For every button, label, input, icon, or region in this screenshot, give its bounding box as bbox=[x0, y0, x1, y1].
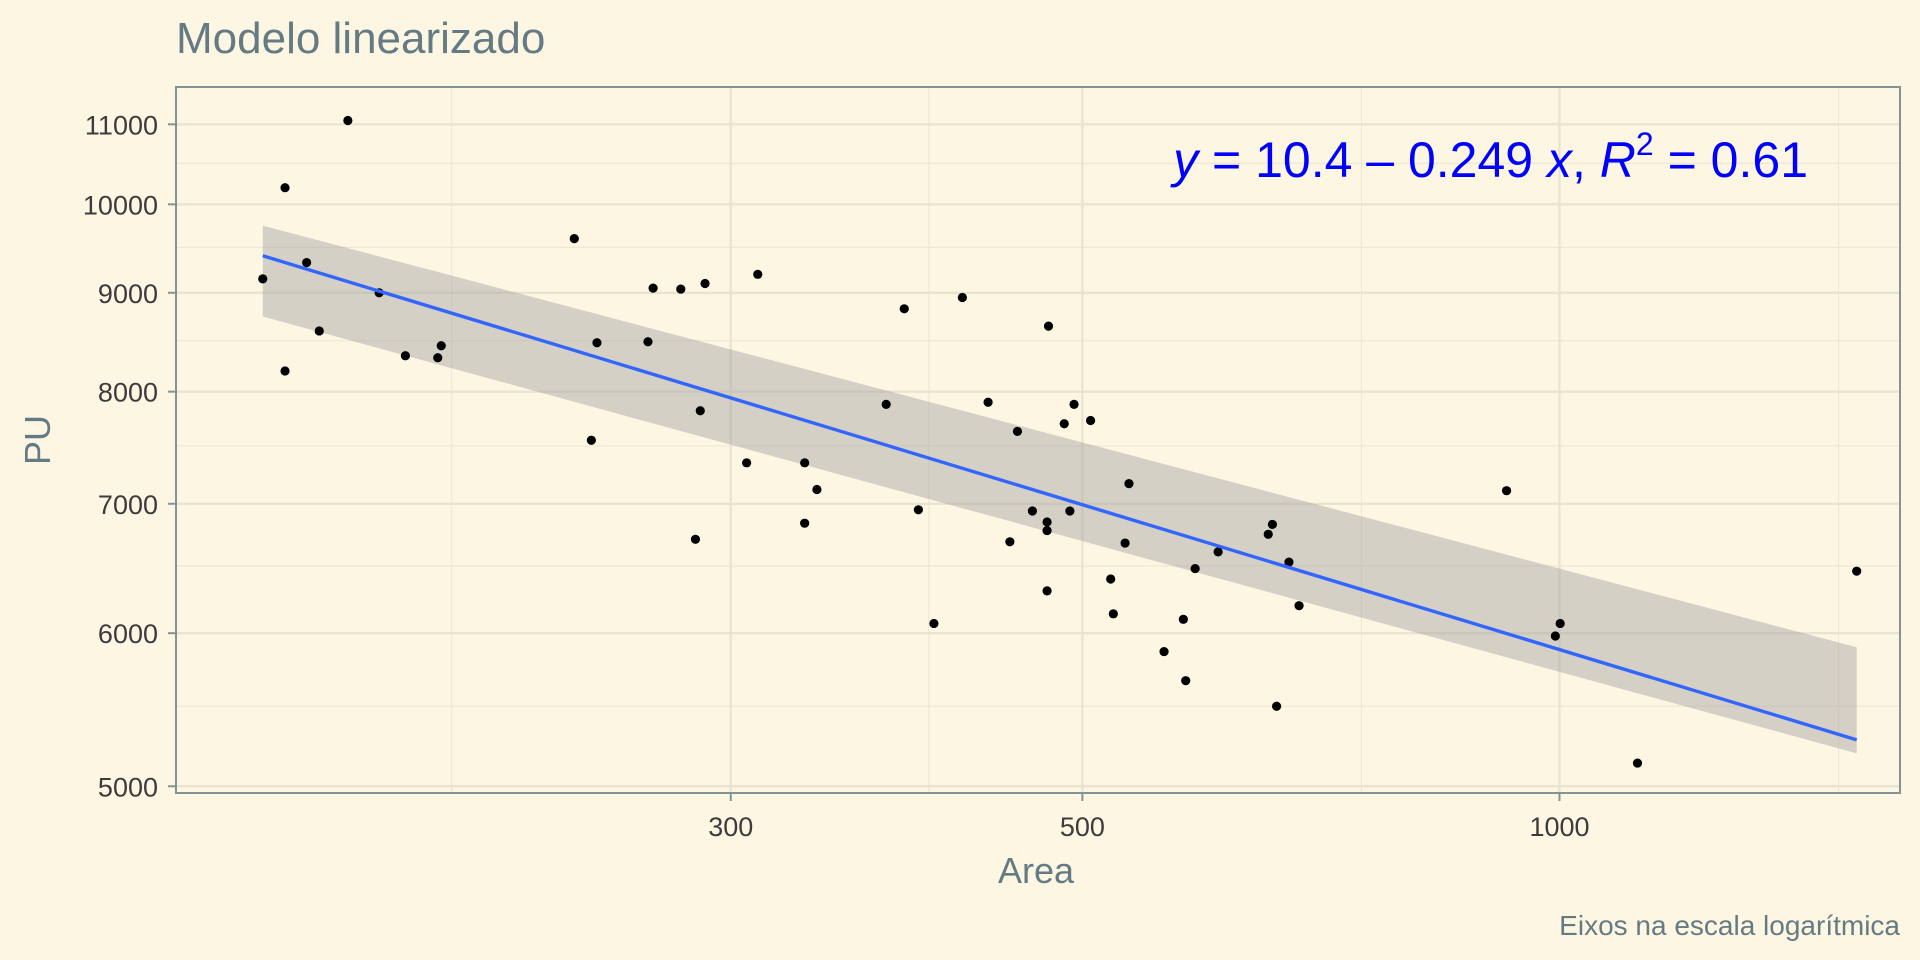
equation-r-var: R bbox=[1600, 132, 1636, 188]
data-point bbox=[1852, 566, 1862, 576]
fit-line-group bbox=[262, 254, 1858, 742]
data-point bbox=[1065, 506, 1075, 516]
data-point bbox=[343, 115, 353, 126]
data-point bbox=[1042, 586, 1052, 596]
y-tick-label: 10000 bbox=[83, 190, 158, 220]
data-point bbox=[1550, 631, 1560, 641]
data-point bbox=[753, 269, 763, 279]
equation-r-exponent: 2 bbox=[1636, 126, 1654, 162]
data-point bbox=[1120, 538, 1130, 548]
x-axis-title: Area bbox=[998, 850, 1075, 891]
data-point bbox=[1042, 525, 1052, 536]
y-tick-label: 5000 bbox=[98, 772, 158, 802]
data-point bbox=[1213, 547, 1223, 557]
data-point bbox=[983, 397, 993, 407]
x-axis-ticks: 300 500 1000 bbox=[708, 793, 1590, 842]
data-point bbox=[1271, 701, 1282, 711]
grid bbox=[176, 87, 1900, 793]
data-point bbox=[1012, 426, 1023, 437]
y-tick-label: 8000 bbox=[98, 378, 158, 408]
data-point bbox=[280, 366, 290, 376]
data-point bbox=[569, 234, 579, 244]
data-point bbox=[812, 484, 822, 495]
equation-y-var: y bbox=[1170, 132, 1201, 188]
chart-caption: Eixos na escala logarítmica bbox=[1559, 910, 1900, 941]
data-point bbox=[433, 353, 443, 363]
data-point bbox=[1085, 415, 1096, 426]
data-point bbox=[742, 458, 752, 468]
data-point bbox=[913, 505, 923, 515]
equation-separator: , bbox=[1572, 132, 1600, 188]
data-point bbox=[690, 534, 701, 544]
data-point bbox=[1267, 519, 1278, 530]
data-point bbox=[1159, 646, 1169, 657]
data-points bbox=[258, 115, 1862, 768]
data-point bbox=[592, 338, 602, 348]
equation-x-var: x bbox=[1545, 132, 1574, 188]
y-axis-title: PU bbox=[17, 415, 58, 465]
chart-title: Modelo linearizado bbox=[176, 14, 545, 63]
data-point bbox=[1005, 537, 1015, 547]
x-tick-label: 1000 bbox=[1529, 812, 1589, 842]
confidence-band-group bbox=[262, 225, 1857, 754]
data-point bbox=[1181, 676, 1191, 686]
confidence-band bbox=[262, 225, 1857, 754]
y-tick-label: 11000 bbox=[85, 110, 158, 140]
fit-line bbox=[262, 254, 1858, 742]
data-point bbox=[648, 283, 658, 293]
data-point bbox=[1284, 557, 1294, 567]
x-tick-label: 300 bbox=[708, 812, 753, 842]
data-point bbox=[400, 351, 410, 361]
data-point bbox=[1632, 758, 1643, 768]
data-point bbox=[800, 518, 810, 528]
data-point bbox=[1501, 486, 1512, 496]
data-point bbox=[1294, 601, 1304, 611]
data-point bbox=[1069, 399, 1079, 409]
data-point bbox=[302, 257, 312, 268]
data-point bbox=[899, 304, 909, 314]
y-tick-label: 7000 bbox=[98, 490, 158, 520]
data-point bbox=[643, 337, 653, 347]
data-point bbox=[1124, 479, 1134, 489]
data-point bbox=[1042, 517, 1052, 527]
data-point bbox=[676, 284, 686, 294]
data-point bbox=[436, 341, 446, 351]
equation-part1: = 10.4 – 0.249 bbox=[1198, 132, 1547, 188]
data-point bbox=[929, 618, 939, 629]
y-tick-label: 9000 bbox=[98, 279, 158, 309]
data-point bbox=[1059, 419, 1069, 429]
equation-part2: = 0.61 bbox=[1654, 132, 1808, 188]
data-point bbox=[314, 326, 324, 336]
y-axis-ticks: 5000 6000 7000 8000 9000 10000 11000 bbox=[83, 110, 176, 802]
data-point bbox=[1555, 618, 1565, 629]
data-point bbox=[1027, 506, 1038, 516]
data-point bbox=[1190, 563, 1200, 574]
data-point bbox=[695, 406, 705, 416]
regression-equation: y = 10.4 – 0.249 x, R2 = 0.61 bbox=[1170, 126, 1808, 188]
y-tick-label: 6000 bbox=[98, 619, 158, 649]
data-point bbox=[258, 274, 268, 284]
panel-border bbox=[175, 86, 1901, 794]
data-point bbox=[881, 399, 891, 409]
data-point bbox=[586, 435, 596, 445]
data-point bbox=[957, 292, 967, 303]
data-point bbox=[1106, 574, 1116, 584]
data-point bbox=[280, 183, 290, 193]
x-tick-label: 500 bbox=[1060, 812, 1105, 842]
data-point bbox=[800, 458, 810, 468]
data-point bbox=[1043, 321, 1054, 331]
data-point bbox=[1263, 529, 1273, 539]
data-point bbox=[1178, 614, 1188, 624]
data-point bbox=[1108, 609, 1118, 619]
data-point bbox=[700, 278, 710, 289]
